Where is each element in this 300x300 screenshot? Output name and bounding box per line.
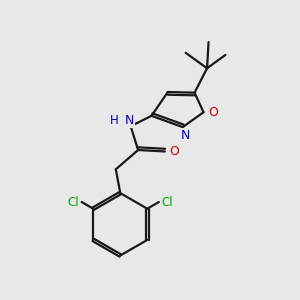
Text: N: N xyxy=(124,114,134,128)
Text: Cl: Cl xyxy=(68,196,79,208)
Text: H: H xyxy=(110,114,119,128)
Text: O: O xyxy=(208,106,218,119)
Text: N: N xyxy=(181,129,190,142)
Text: Cl: Cl xyxy=(161,196,173,208)
Text: O: O xyxy=(169,145,179,158)
